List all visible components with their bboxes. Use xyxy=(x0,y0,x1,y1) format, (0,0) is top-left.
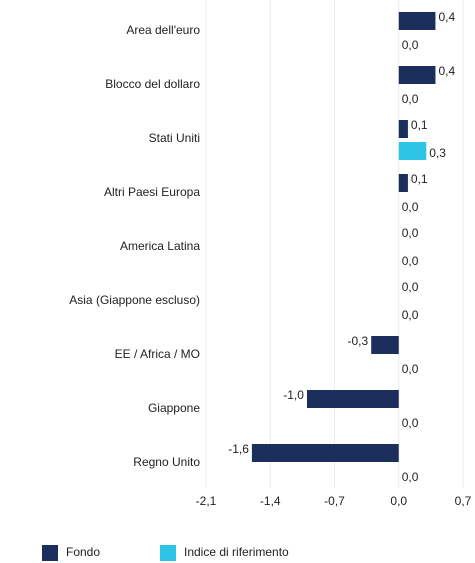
value-label: 0,4 xyxy=(438,64,455,78)
y-tick-label: Asia (Giappone escluso) xyxy=(69,293,200,307)
y-tick-label: Blocco del dollaro xyxy=(105,77,200,91)
value-label: 0,1 xyxy=(411,172,428,186)
bar xyxy=(398,174,408,192)
legend-label: Indice di riferimento xyxy=(184,545,289,559)
x-tick-label: 0,7 xyxy=(455,494,472,508)
value-label: -1,0 xyxy=(283,388,304,402)
value-label: 0,0 xyxy=(402,226,419,240)
value-label: 0,0 xyxy=(402,254,419,268)
value-label: 0,1 xyxy=(411,118,428,132)
bar xyxy=(398,66,436,84)
value-label: 0,0 xyxy=(402,308,419,322)
value-label: 0,0 xyxy=(402,200,419,214)
value-label: 0,0 xyxy=(402,280,419,294)
bar xyxy=(251,444,399,462)
value-label: 0,0 xyxy=(402,38,419,52)
legend-label: Fondo xyxy=(66,545,100,559)
x-tick-label: -1,4 xyxy=(260,494,281,508)
y-tick-label: EE / Africa / MO xyxy=(115,347,200,361)
bar xyxy=(398,12,436,30)
y-tick-label: Giappone xyxy=(148,401,200,415)
bar xyxy=(398,120,408,138)
bar xyxy=(306,390,399,408)
x-tick-label: -0,7 xyxy=(324,494,345,508)
y-tick-label: America Latina xyxy=(120,239,200,253)
value-label: 0,0 xyxy=(402,470,419,484)
value-label: 0,0 xyxy=(402,92,419,106)
y-tick-label: Regno Unito xyxy=(133,455,200,469)
bar xyxy=(371,336,399,354)
value-label: 0,0 xyxy=(402,416,419,430)
value-label: -1,6 xyxy=(228,442,249,456)
x-tick-label: -2,1 xyxy=(196,494,217,508)
y-tick-label: Altri Paesi Europa xyxy=(104,185,200,199)
y-tick-label: Area dell'euro xyxy=(126,23,200,37)
value-label: 0,4 xyxy=(438,10,455,24)
value-label: 0,3 xyxy=(429,146,446,160)
y-tick-label: Stati Uniti xyxy=(149,131,200,145)
x-tick-label: 0,0 xyxy=(390,494,407,508)
legend-swatch xyxy=(42,545,58,561)
value-label: 0,0 xyxy=(402,362,419,376)
legend-swatch xyxy=(160,545,176,561)
bar xyxy=(398,142,427,160)
value-label: -0,3 xyxy=(348,334,369,348)
